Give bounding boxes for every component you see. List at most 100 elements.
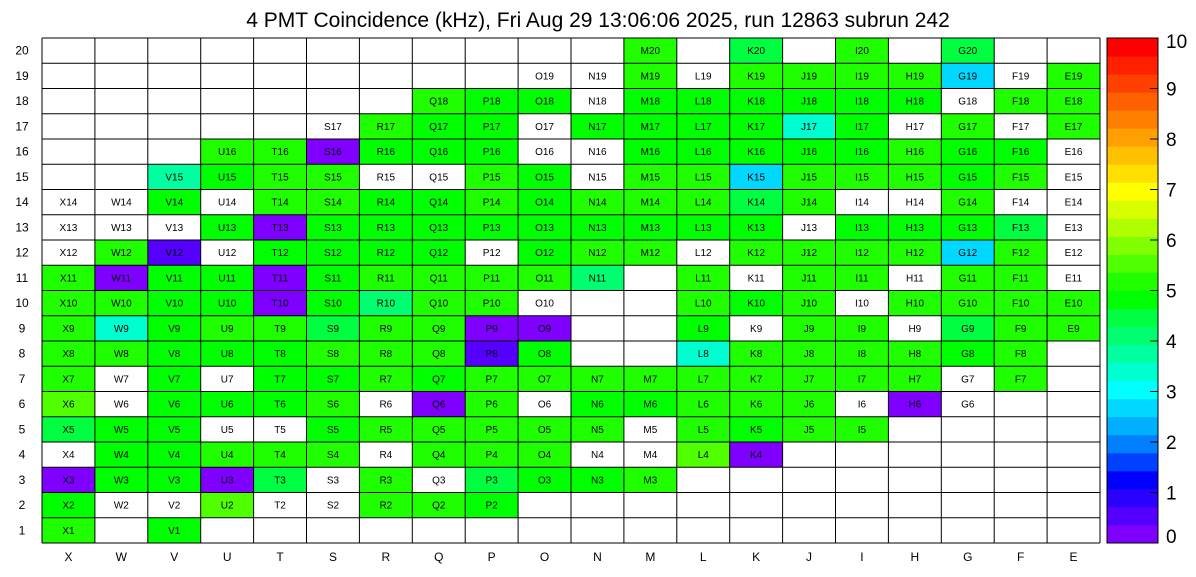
heatmap-cell-V1 xyxy=(147,517,201,543)
heatmap-cell-Q9 xyxy=(412,315,466,341)
cell-label-M12: M12 xyxy=(641,248,661,259)
cell-label-N15: N15 xyxy=(588,172,607,183)
cell-label-I15: I15 xyxy=(855,172,869,183)
color-scale-swatch xyxy=(1107,110,1158,129)
cell-label-T13: T13 xyxy=(271,223,289,234)
heatmap-cell-V12 xyxy=(147,240,201,266)
heatmap-cell-M18 xyxy=(623,88,677,114)
cell-label-K7: K7 xyxy=(750,374,763,385)
cell-label-P9: P9 xyxy=(486,324,499,335)
cell-label-H15: H15 xyxy=(906,172,925,183)
cell-label-M5: M5 xyxy=(643,425,657,436)
heatmap-cell-L7 xyxy=(676,366,730,392)
heatmap-cell-L16 xyxy=(676,139,730,165)
cell-label-G18: G18 xyxy=(958,97,977,108)
heatmap-cell-R3 xyxy=(359,467,413,493)
cell-label-E19: E19 xyxy=(1065,71,1083,82)
cell-label-L19: L19 xyxy=(695,71,712,82)
cell-label-G13: G13 xyxy=(958,223,977,234)
heatmap-cell-P7 xyxy=(465,366,519,392)
heatmap-cell-G14 xyxy=(941,189,995,215)
cell-label-G6: G6 xyxy=(961,400,975,411)
heatmap-cell-F9 xyxy=(994,315,1048,341)
heatmap-cell-P4 xyxy=(465,442,519,468)
color-scale-swatch xyxy=(1107,146,1158,165)
cell-label-H11: H11 xyxy=(906,273,924,284)
cell-label-W9: W9 xyxy=(114,324,129,335)
heatmap-cell-I19 xyxy=(835,63,889,89)
cell-label-J9: J9 xyxy=(804,324,815,335)
heatmap-cell-X2 xyxy=(42,492,95,518)
cell-label-H19: H19 xyxy=(906,71,925,82)
cell-label-P14: P14 xyxy=(483,198,501,209)
cell-label-W14: W14 xyxy=(111,198,132,209)
heatmap-cell-J6 xyxy=(782,391,836,417)
heatmap-cell-P3 xyxy=(465,467,519,493)
cell-label-J8: J8 xyxy=(804,349,815,360)
x-tick-label: G xyxy=(963,550,972,564)
cell-label-K16: K16 xyxy=(747,147,765,158)
x-tick-label: S xyxy=(329,550,337,564)
color-scale-bar xyxy=(1106,37,1159,544)
heatmap-cell-I20 xyxy=(835,38,889,64)
heatmap-cell-H19 xyxy=(888,63,942,89)
heatmap-cell-Q7 xyxy=(412,366,466,392)
cell-label-O6: O6 xyxy=(538,400,552,411)
heatmap-cell-L8 xyxy=(676,341,730,367)
cell-label-K20: K20 xyxy=(747,46,765,57)
heatmap-cell-O12 xyxy=(518,240,571,266)
cell-label-M19: M19 xyxy=(641,71,661,82)
heatmap-cell-H10 xyxy=(888,290,942,316)
cell-label-Q6: Q6 xyxy=(432,400,446,411)
cell-label-V1: V1 xyxy=(168,526,181,537)
heatmap-cell-Q11 xyxy=(412,265,466,291)
heatmap-cell-H8 xyxy=(888,341,942,367)
cell-label-P16: P16 xyxy=(483,147,501,158)
cell-label-M3: M3 xyxy=(643,475,657,486)
heatmap-cell-T11 xyxy=(253,265,307,291)
heatmap-cell-J14 xyxy=(782,189,836,215)
heatmap-cell-T9 xyxy=(253,315,307,341)
heatmap-cell-K16 xyxy=(729,139,783,165)
cell-label-K4: K4 xyxy=(750,450,763,461)
heatmap-cell-G9 xyxy=(941,315,995,341)
heatmap-cell-M14 xyxy=(623,189,677,215)
cell-label-X12: X12 xyxy=(60,248,78,259)
heatmap-cell-G15 xyxy=(941,164,995,190)
cell-label-M4: M4 xyxy=(643,450,657,461)
x-tick-label: N xyxy=(593,550,602,564)
heatmap-cell-X10 xyxy=(42,290,95,316)
heatmap-cell-R5 xyxy=(359,416,413,442)
color-scale-swatch xyxy=(1107,164,1158,183)
cell-label-K12: K12 xyxy=(747,248,765,259)
cell-label-L5: L5 xyxy=(698,425,710,436)
heatmap-cell-P10 xyxy=(465,290,519,316)
cell-label-S10: S10 xyxy=(324,299,342,310)
cell-label-S13: S13 xyxy=(324,223,342,234)
cell-label-F13: F13 xyxy=(1012,223,1030,234)
heatmap-cell-G13 xyxy=(941,214,995,240)
heatmap-cell-R16 xyxy=(359,139,413,165)
cell-label-M14: M14 xyxy=(641,198,661,209)
cell-label-X10: X10 xyxy=(60,299,78,310)
cell-label-E18: E18 xyxy=(1065,97,1083,108)
cell-label-I9: I9 xyxy=(858,324,867,335)
cell-label-L12: L12 xyxy=(695,248,712,259)
cell-label-Q8: Q8 xyxy=(432,349,446,360)
cell-label-Q18: Q18 xyxy=(429,97,448,108)
cell-label-U14: U14 xyxy=(218,198,237,209)
cell-label-G12: G12 xyxy=(958,248,977,259)
cell-label-K9: K9 xyxy=(750,324,763,335)
cell-label-N6: N6 xyxy=(591,400,604,411)
heatmap-cell-P2 xyxy=(465,492,519,518)
cell-label-U11: U11 xyxy=(218,273,236,284)
heatmap-cell-P15 xyxy=(465,164,519,190)
cell-label-Q12: Q12 xyxy=(429,248,448,259)
heatmap-cell-R9 xyxy=(359,315,413,341)
color-scale-swatch xyxy=(1107,398,1158,418)
heatmap-cell-G12 xyxy=(941,240,995,266)
cell-label-H18: H18 xyxy=(906,97,925,108)
heatmap-cell-V5 xyxy=(147,416,201,442)
heatmap-cell-N11 xyxy=(571,265,624,291)
